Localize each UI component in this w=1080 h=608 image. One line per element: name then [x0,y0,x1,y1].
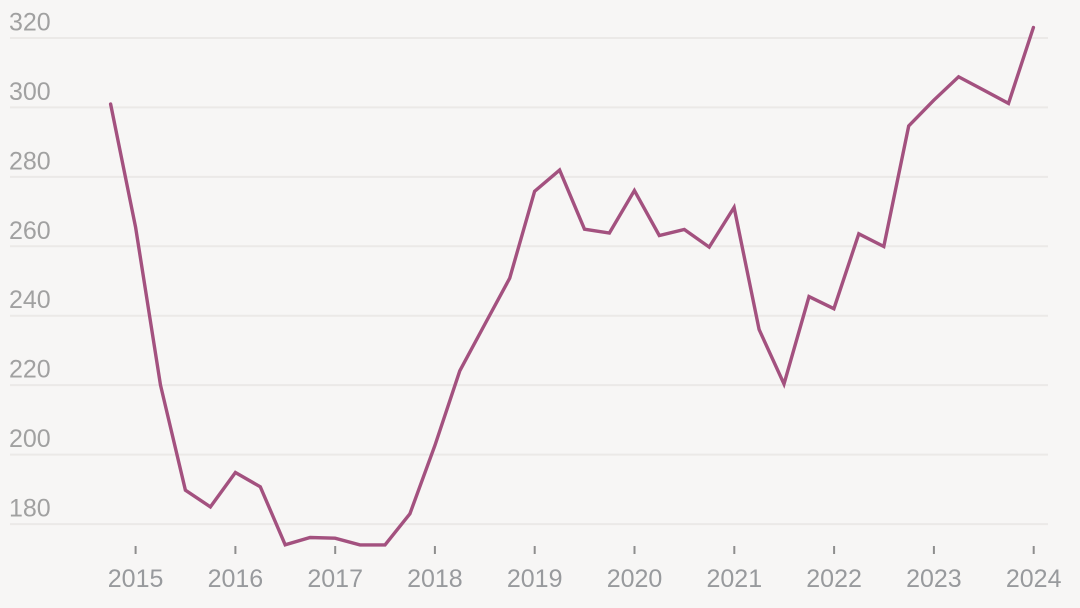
svg-text:2018: 2018 [407,565,463,593]
svg-text:200: 200 [9,425,51,453]
svg-text:300: 300 [9,78,51,106]
svg-text:220: 220 [9,356,51,384]
svg-text:240: 240 [9,286,51,314]
svg-text:180: 180 [9,495,51,523]
svg-text:2023: 2023 [906,565,962,593]
svg-text:280: 280 [9,147,51,175]
svg-text:2019: 2019 [507,565,563,593]
svg-text:2022: 2022 [806,565,862,593]
svg-text:2024: 2024 [1006,565,1062,593]
svg-text:2021: 2021 [706,565,762,593]
svg-text:2015: 2015 [108,565,164,593]
svg-text:320: 320 [9,9,51,37]
svg-text:2017: 2017 [307,565,363,593]
svg-text:2016: 2016 [208,565,264,593]
svg-text:260: 260 [9,217,51,245]
svg-text:2020: 2020 [607,565,663,593]
